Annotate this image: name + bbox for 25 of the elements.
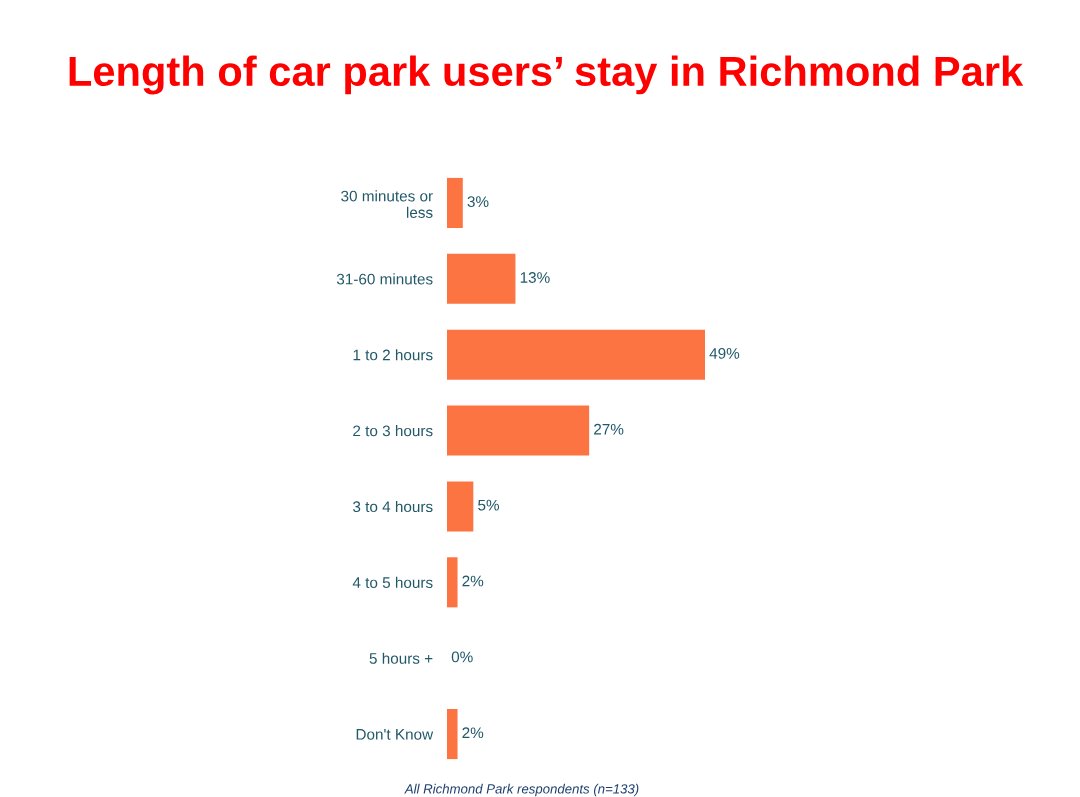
bar [447,177,463,228]
data-label: 5% [478,499,500,511]
data-label: 0% [451,651,473,663]
y-tick-label: 31-60 minutes [336,273,433,285]
data-label: 2% [462,727,484,739]
bar [447,329,705,380]
text: All Richmond Park respondents (n=133) [404,783,639,797]
y-tick-label: Don't Know [356,729,434,740]
y-tick-label: 2 to 3 hours [353,425,433,437]
bar [447,253,516,304]
y-tick-label: 4 to 5 hours [352,576,433,588]
bar [447,709,458,760]
bar [447,481,474,532]
y-tick-label: 30 minutes or less [341,190,433,218]
chart-title: Length of car park users’ stay in Richmond Park [69,55,1024,95]
data-label: 27% [594,423,624,435]
data-label: 13% [520,272,550,283]
data-label: 2% [462,575,484,587]
y-tick-label: 1 to 2 hours [353,349,433,361]
bar [447,405,590,456]
data-label: 49% [709,347,740,359]
y-tick-label: 3 to 4 hours [353,500,433,513]
y-tick-label: 5 hours + [369,652,433,664]
data-label: 3% [467,196,489,208]
bar [447,557,458,608]
